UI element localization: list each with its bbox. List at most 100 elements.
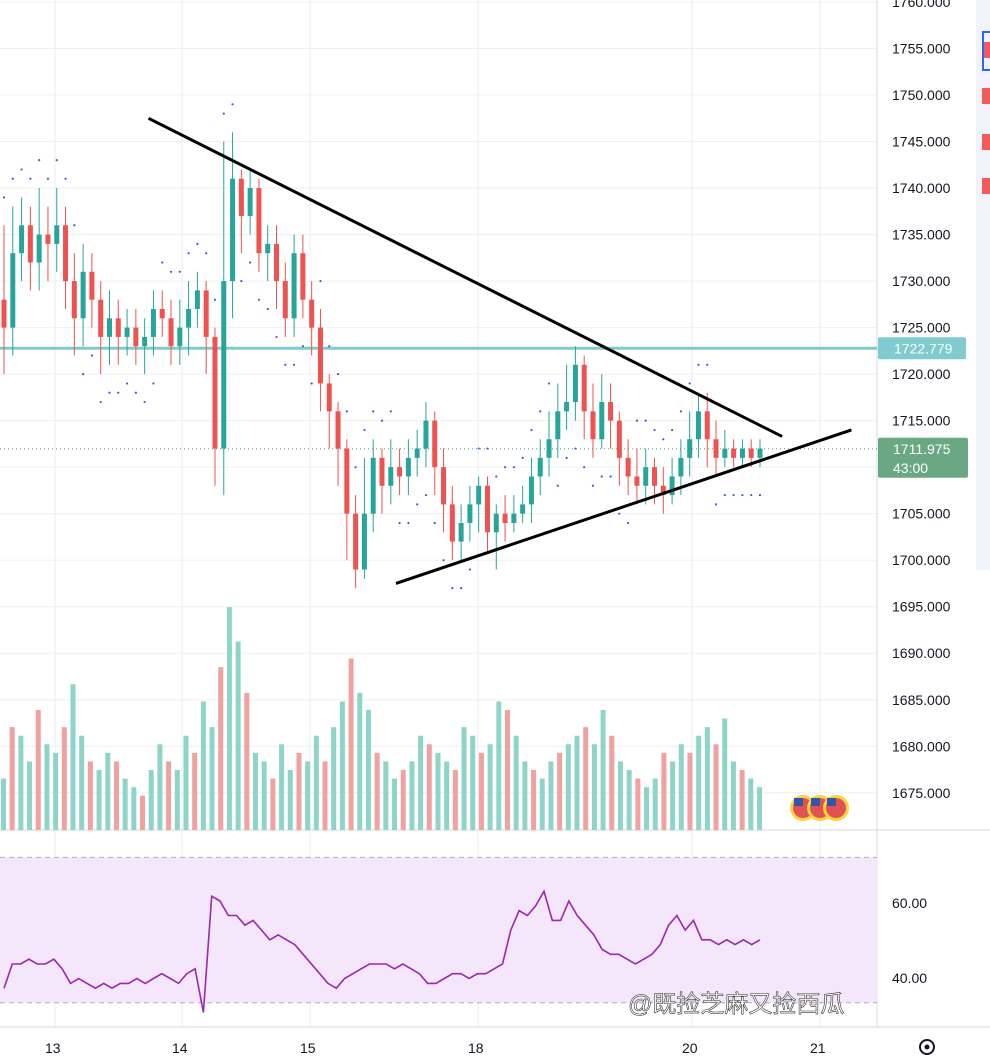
y-tick-label: 1725.000 — [892, 320, 951, 336]
volume-bar — [296, 752, 302, 830]
sar-dot — [99, 400, 102, 404]
sar-dot — [266, 307, 269, 311]
candle-body — [36, 234, 42, 263]
volume-bar — [270, 778, 276, 830]
gear-icon[interactable] — [919, 1039, 935, 1055]
candle-body — [370, 457, 376, 514]
volume-bar — [313, 735, 319, 830]
trendline-lower[interactable] — [395, 428, 852, 585]
sar-dot — [591, 484, 595, 487]
volume-bar — [696, 735, 702, 830]
sar-dot — [662, 438, 665, 441]
candle-body — [502, 513, 508, 523]
candle-body — [511, 513, 517, 523]
volume-bar — [609, 735, 615, 830]
sar-dot — [319, 280, 322, 283]
candle-body — [63, 225, 69, 282]
sar-dot — [460, 587, 463, 590]
volume-bar — [79, 735, 85, 830]
candle-body — [590, 411, 596, 440]
sar-dot — [310, 382, 313, 385]
sar-dot — [363, 428, 366, 432]
sar-dot — [618, 512, 621, 515]
candle-body — [476, 485, 482, 505]
volume-bar — [383, 761, 389, 830]
candle-body — [150, 309, 156, 337]
candle-body — [300, 253, 306, 300]
volume-bar — [18, 735, 24, 830]
volume-bar — [635, 778, 641, 830]
volume-bar — [652, 778, 658, 830]
sar-dot — [380, 419, 384, 422]
candle-body — [643, 467, 649, 486]
candle-body — [247, 188, 253, 216]
sar-dot — [451, 587, 454, 590]
x-tick-label: 21 — [810, 1040, 826, 1056]
sar-dot — [284, 363, 287, 366]
candle-body — [423, 420, 429, 449]
side-marker — [982, 42, 990, 58]
volume-bar — [357, 692, 363, 830]
candle-body — [528, 476, 534, 505]
candle-body — [555, 411, 561, 440]
y-tick-label: 1750.000 — [892, 87, 951, 103]
volume-bar — [678, 744, 684, 830]
sar-dot — [600, 475, 603, 478]
sar-dot — [653, 428, 656, 432]
candle-body — [361, 513, 367, 570]
candle-body — [1, 299, 7, 328]
volume-bar — [591, 744, 597, 830]
candle-body — [326, 383, 332, 412]
x-tick-label: 15 — [300, 1040, 316, 1056]
candle-body — [335, 411, 341, 449]
sar-dot — [486, 447, 489, 450]
sar-dot — [336, 373, 340, 376]
volume-bar — [209, 727, 215, 830]
candle-body — [441, 467, 447, 505]
candle-body — [608, 402, 614, 421]
candle-body — [669, 476, 675, 496]
candle-body — [722, 448, 728, 458]
volume-bar — [487, 744, 493, 830]
volume-bar — [713, 744, 719, 830]
volume-bar — [617, 761, 623, 830]
candle-body — [10, 253, 16, 328]
candle-body — [660, 485, 666, 496]
sar-dot — [169, 270, 173, 273]
volume-bar — [670, 761, 676, 830]
sar-dot — [565, 456, 568, 459]
volume-bar — [392, 778, 398, 830]
last-price-text: 1711.975 — [893, 441, 951, 457]
candle-body — [159, 309, 165, 319]
sar-dot — [125, 382, 129, 385]
countdown-text: 43:00 — [893, 460, 928, 476]
trendline-upper[interactable] — [147, 116, 783, 438]
candle-body — [54, 225, 60, 244]
sar-dot — [574, 447, 577, 450]
volume-bar — [235, 641, 241, 830]
y-tick-label: 1680.000 — [892, 738, 951, 754]
sar-dot — [64, 177, 67, 180]
sar-dot — [301, 345, 304, 348]
volume-bar — [183, 735, 189, 830]
candle-body — [194, 290, 200, 310]
volume-bar — [27, 761, 33, 830]
candle-body — [695, 411, 701, 440]
x-tick-label: 20 — [682, 1040, 698, 1056]
volume-bar — [70, 684, 76, 830]
candle-body — [203, 290, 209, 337]
candle-body — [704, 411, 710, 440]
sar-dot — [187, 252, 190, 255]
candle-body — [124, 327, 130, 337]
candle-body — [397, 467, 403, 477]
volume-bar — [704, 727, 710, 830]
candle-body — [274, 243, 280, 282]
side-marker-selected[interactable] — [982, 31, 990, 71]
sar-dot — [741, 493, 744, 497]
sar-dot — [240, 280, 243, 283]
volume-bar — [131, 787, 137, 830]
volume-bar — [418, 735, 424, 830]
volume-bar — [200, 701, 206, 830]
candle-body — [467, 504, 473, 523]
candle-body — [212, 336, 218, 449]
